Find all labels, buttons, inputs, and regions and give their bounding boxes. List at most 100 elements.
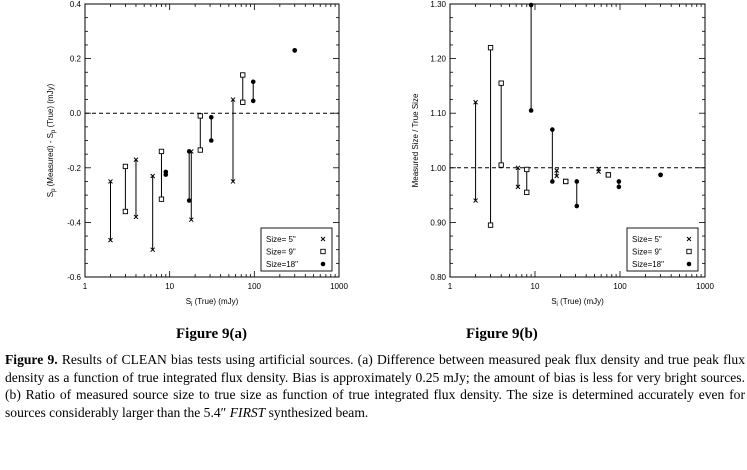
data-point-square: [122, 163, 129, 170]
data-point-square: [524, 189, 530, 196]
legend-marker-square: [320, 248, 326, 255]
legend-entry-label: Size= 9": [266, 248, 296, 257]
x-tick-label: 1000: [330, 282, 348, 291]
data-point-dot: [658, 172, 663, 178]
data-point-dot: [292, 48, 298, 53]
data-point-dot: [528, 108, 534, 113]
data-point-x: [554, 173, 560, 179]
x-tick-label: 100: [613, 282, 627, 291]
data-point-x-b: [515, 184, 521, 190]
data-point-x-b: [133, 214, 139, 220]
data-point-dot: [528, 2, 534, 8]
x-axis-label: Si (True) (mJy): [186, 297, 239, 308]
y-tick-label: -0.2: [67, 164, 81, 173]
y-axis-label: Measured Size / True Size: [411, 93, 420, 187]
data-point-x-b: [108, 237, 113, 243]
data-point-square: [197, 113, 203, 119]
caption-tail: synthesized beam.: [265, 404, 369, 420]
y-tick-label: 1.30: [430, 0, 446, 9]
data-point-x-b: [596, 169, 601, 174]
data-point-x-b: [133, 157, 139, 162]
data-point-x-b: [188, 217, 194, 223]
data-point-x: [133, 214, 139, 220]
data-point-x: [108, 179, 113, 184]
figure-caption: Figure 9. Results of CLEAN bias tests us…: [5, 351, 745, 421]
legend-marker-x: [686, 236, 692, 242]
data-point-square: [487, 222, 494, 228]
data-point-square: [498, 80, 504, 86]
legend-entry-label: Size=18": [632, 260, 664, 269]
y-tick-label: 0.2: [70, 55, 82, 64]
legend: Size= 5" Size= 9" Size=18": [626, 227, 699, 272]
data-point-dot: [250, 98, 256, 104]
data-point-dot: [250, 79, 256, 85]
data-point-x: [188, 217, 194, 223]
data-point-x-b: [473, 198, 478, 203]
x-tick-label: 1000: [696, 282, 714, 291]
data-point-square: [240, 99, 246, 105]
legend-entry-label: Size= 5": [266, 235, 296, 244]
data-point-dot: [550, 179, 555, 184]
y-tick-label: 0.4: [70, 0, 82, 9]
y-tick-label: 1.10: [430, 109, 446, 118]
legend-marker-x: [320, 236, 326, 242]
y-tick-label: -0.4: [67, 218, 81, 227]
legend-marker-dot: [686, 261, 692, 267]
data-point-x: [133, 157, 139, 162]
data-point-square: [158, 148, 165, 155]
data-point-x: [515, 165, 521, 171]
chart-panel-b: 1 10 100 1000 0.80 0.90 1.00 1.10 1.20 1.30 Si (Tr…: [411, 0, 714, 308]
legend-entry-label: Size= 9": [632, 248, 662, 257]
data-point-x-b: [230, 97, 236, 102]
data-point-x-b: [230, 179, 236, 184]
figure-9b-label: Figure 9(b): [466, 326, 538, 342]
data-point-x: [473, 99, 478, 105]
caption-text: Results of CLEAN bias tests using artifi…: [5, 352, 745, 420]
legend-box: [626, 227, 699, 272]
y-tick-label: 1.00: [430, 164, 446, 173]
data-point-x-b: [108, 179, 113, 184]
data-point-dot: [574, 179, 580, 184]
x-tick-label: 10: [531, 282, 540, 291]
data-point-x: [554, 168, 560, 173]
data-point-square: [524, 166, 530, 173]
data-point-x: [515, 184, 521, 190]
chart-panel-a: 1 10 100 1000 -0.6 -0.4 -0.2 0.0 0.2 0.4 Si (True)…: [46, 0, 348, 308]
data-point-x: [150, 247, 156, 253]
y-tick-label: 0.0: [70, 109, 82, 118]
caption-lead: Figure 9.: [5, 352, 58, 367]
charts-canvas: 1 10 100 1000 -0.6 -0.4 -0.2 0.0 0.2 0.4 Si (True)…: [46, 0, 714, 308]
data-point-x-b: [150, 247, 156, 253]
data-point-square: [498, 162, 504, 168]
y-tick-label: 0.90: [430, 218, 446, 227]
x-tick-label: 10: [165, 282, 174, 291]
y-tick-label: 0.80: [430, 273, 446, 282]
legend-marker-x-b: [686, 236, 692, 242]
data-point-dot: [186, 198, 192, 203]
legend-marker-x-b: [320, 236, 326, 242]
data-point-x-b: [150, 173, 156, 179]
data-point-square: [605, 172, 612, 178]
data-point-square: [240, 72, 246, 78]
legend-box: [260, 227, 333, 272]
data-point-square: [122, 208, 129, 215]
data-point-x: [230, 179, 236, 184]
data-point-x-b: [515, 165, 521, 171]
data-point-dot: [616, 184, 622, 190]
data-point-x: [596, 169, 601, 174]
data-point-x: [230, 97, 236, 102]
data-point-dot: [574, 203, 580, 209]
legend: Size= 5" Size= 9" Size=18": [260, 227, 333, 272]
caption-emphasis: FIRST: [229, 404, 266, 420]
x-tick-label: 1: [83, 282, 88, 291]
data-point-dot: [163, 172, 169, 177]
data-point-x-b: [554, 173, 560, 179]
y-tick-label: -0.6: [67, 273, 81, 282]
data-point-x-b: [554, 168, 560, 173]
data-point-square: [563, 178, 569, 185]
data-point-dot: [208, 138, 214, 143]
data-point-x: [108, 237, 113, 243]
x-axis-label: Si (True) (mJy): [551, 297, 604, 308]
legend-entry-label: Size= 5": [632, 235, 662, 244]
data-point-dot: [208, 114, 214, 120]
